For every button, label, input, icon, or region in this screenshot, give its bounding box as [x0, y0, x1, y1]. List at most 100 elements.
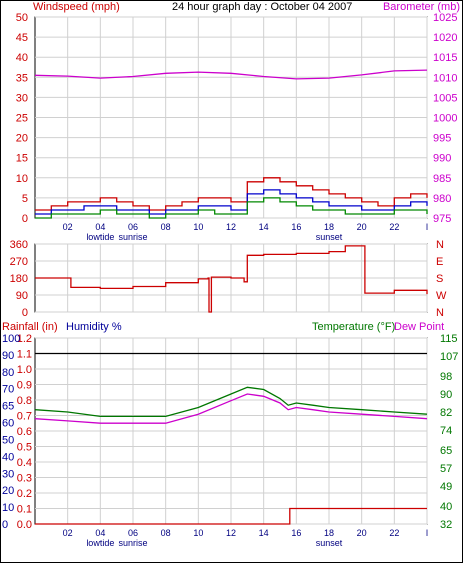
y-tick-right: 980: [433, 193, 451, 205]
x-tick-label: 20: [357, 222, 367, 232]
y-tick-left: 90: [16, 290, 28, 302]
y-tick-rain: 0.2: [17, 488, 32, 500]
y-tick-rain: 1.1: [17, 349, 32, 361]
series-wind-low: [35, 197, 428, 219]
compass-tick: W: [436, 290, 447, 302]
y-tick-humidity: 10: [2, 502, 14, 514]
x-sublabel: sunset: [316, 538, 343, 548]
x-tick-label: 02: [63, 222, 73, 232]
y-tick-right: 995: [433, 133, 451, 145]
y-tick-left: 25: [16, 113, 28, 125]
y-tick-left: 5: [22, 193, 28, 205]
y-tick-humidity: 60: [2, 418, 14, 430]
y-tick-right: 107: [440, 351, 458, 363]
y-tick-right: 90: [440, 389, 452, 401]
y-tick-humidity: 70: [2, 384, 14, 396]
x-tick-label: 14: [259, 222, 269, 232]
y-tick-humidity: 20: [2, 485, 14, 497]
y-tick-right: 1015: [433, 52, 457, 64]
y-tick-rain: 0.4: [17, 457, 32, 469]
x-sublabel: sunrise: [118, 538, 147, 548]
y-tick-right: 40: [440, 501, 452, 513]
y-tick-right: 49: [440, 481, 452, 493]
x-tick-label: 16: [291, 528, 301, 538]
y-tick-rain: 0.7: [17, 411, 32, 423]
y-tick-right: 98: [440, 371, 452, 383]
x-tick-label: l: [426, 222, 428, 232]
y-tick-humidity: 0: [2, 519, 8, 531]
y-tick-right: 65: [440, 445, 452, 457]
y-tick-right: 990: [433, 153, 451, 165]
x-tick-label: 10: [193, 528, 203, 538]
x-tick-label: 12: [226, 528, 236, 538]
temperature-label: Temperature (°F): [312, 321, 395, 333]
x-tick-label: 08: [161, 222, 171, 232]
y-tick-left: 270: [10, 256, 28, 268]
y-tick-right: 1010: [433, 72, 457, 84]
x-tick-label: 04: [95, 528, 105, 538]
x-sublabel: lowtide: [86, 232, 114, 242]
x-tick-label: 22: [389, 528, 399, 538]
windspeed-label: Windspeed (mph): [33, 1, 120, 13]
y-tick-rain: 0.1: [17, 504, 32, 516]
x-tick-label: 12: [226, 222, 236, 232]
series-dewpoint: [34, 393, 428, 424]
y-tick-humidity: 100: [2, 333, 20, 345]
x-tick-label: l: [426, 528, 428, 538]
y-tick-humidity: 40: [2, 451, 14, 463]
y-tick-humidity: 80: [2, 367, 14, 379]
series-temperature: [34, 386, 428, 418]
y-tick-rain: 0.9: [17, 380, 32, 392]
y-tick-rain: 0.0: [17, 519, 32, 531]
y-tick-rain: 0.8: [17, 395, 32, 407]
series-wind-direction: [35, 245, 428, 313]
y-tick-left: 10: [16, 173, 28, 185]
x-tick-label: 20: [357, 528, 367, 538]
y-tick-humidity: 30: [2, 468, 14, 480]
barometer-label: Barometer (mb): [383, 1, 460, 13]
x-tick-label: 02: [63, 528, 73, 538]
x-tick-label: 10: [193, 222, 203, 232]
compass-tick: N: [436, 239, 444, 251]
y-tick-left: 0: [22, 213, 28, 225]
series-barometer: [34, 69, 428, 80]
y-tick-right: 57: [440, 463, 452, 475]
x-sublabel: sunset: [316, 232, 343, 242]
y-tick-right: 32: [440, 519, 452, 531]
x-sublabel: lowtide: [86, 538, 114, 548]
y-tick-right: 1000: [433, 113, 457, 125]
y-tick-right: 985: [433, 173, 451, 185]
y-tick-left: 360: [10, 239, 28, 251]
y-tick-rain: 0.6: [17, 426, 32, 438]
x-tick-label: 22: [389, 222, 399, 232]
rainfall-label: Rainfall (in): [2, 321, 58, 333]
x-tick-label: 06: [128, 528, 138, 538]
y-tick-left: 40: [16, 52, 28, 64]
y-tick-right: 1005: [433, 92, 457, 104]
y-tick-left: 35: [16, 72, 28, 84]
series-rain: [35, 507, 427, 525]
compass-tick: E: [436, 256, 443, 268]
y-tick-rain: 0.5: [17, 442, 32, 454]
y-tick-right: 1025: [433, 12, 457, 24]
y-tick-right: 74: [440, 425, 452, 437]
y-tick-humidity: 65: [2, 401, 14, 413]
x-tick-label: 06: [128, 222, 138, 232]
y-tick-humidity: 50: [2, 434, 14, 446]
y-tick-left: 20: [16, 133, 28, 145]
y-tick-right: 115: [440, 333, 458, 345]
x-tick-label: 08: [161, 528, 171, 538]
compass-tick: N: [436, 307, 444, 319]
chart-title: 24 hour graph day : October 04 2007: [172, 1, 352, 13]
humidity-label: Humidity %: [66, 321, 122, 333]
x-tick-label: 18: [324, 222, 334, 232]
y-tick-left: 45: [16, 32, 28, 44]
y-tick-right: 1020: [433, 32, 457, 44]
y-tick-rain: 0.3: [17, 473, 32, 485]
x-tick-label: 04: [95, 222, 105, 232]
plot-area: 02 04 06 08 10 12 14 16 18 20 22 l lowtide sunrise sun…: [2, 12, 458, 548]
y-tick-right: 975: [433, 213, 451, 225]
y-tick-left: 50: [16, 12, 28, 24]
